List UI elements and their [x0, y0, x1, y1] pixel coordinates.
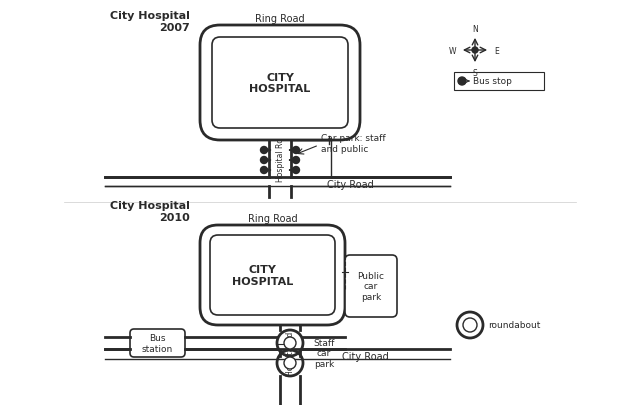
Circle shape	[284, 357, 296, 369]
Text: Bus stop: Bus stop	[473, 77, 512, 86]
Text: Bus
station: Bus station	[142, 333, 173, 353]
Text: Car park: staff
and public: Car park: staff and public	[321, 134, 386, 153]
Text: City Hospital
2007: City Hospital 2007	[110, 11, 190, 32]
Text: roundabout: roundabout	[488, 321, 540, 330]
Text: Hospital Rd: Hospital Rd	[287, 331, 296, 375]
FancyBboxPatch shape	[130, 329, 185, 357]
Circle shape	[260, 157, 268, 164]
Text: Ring Road: Ring Road	[255, 14, 305, 24]
Circle shape	[292, 147, 300, 154]
Text: Staff
car
park: Staff car park	[314, 338, 335, 368]
Text: S: S	[472, 68, 477, 77]
Text: E: E	[495, 47, 499, 55]
Bar	[454, 73, 544, 91]
Text: N: N	[472, 24, 478, 34]
Circle shape	[292, 157, 300, 164]
Text: City Hospital
2010: City Hospital 2010	[110, 200, 190, 222]
Text: CITY
HOSPITAL: CITY HOSPITAL	[232, 264, 293, 286]
Text: Ring Road: Ring Road	[248, 213, 298, 224]
Text: CITY
HOSPITAL: CITY HOSPITAL	[250, 72, 310, 94]
Text: Public
car
park: Public car park	[358, 271, 385, 301]
Circle shape	[463, 318, 477, 332]
Circle shape	[284, 337, 296, 349]
Text: Hospital Rd: Hospital Rd	[276, 137, 285, 181]
Text: City Road: City Road	[342, 351, 388, 361]
Circle shape	[458, 78, 466, 86]
Circle shape	[260, 147, 268, 154]
Text: City Road: City Road	[326, 179, 373, 190]
FancyBboxPatch shape	[345, 256, 397, 317]
Circle shape	[472, 48, 478, 54]
Text: W: W	[449, 47, 457, 55]
Circle shape	[292, 167, 300, 174]
Circle shape	[260, 167, 268, 174]
